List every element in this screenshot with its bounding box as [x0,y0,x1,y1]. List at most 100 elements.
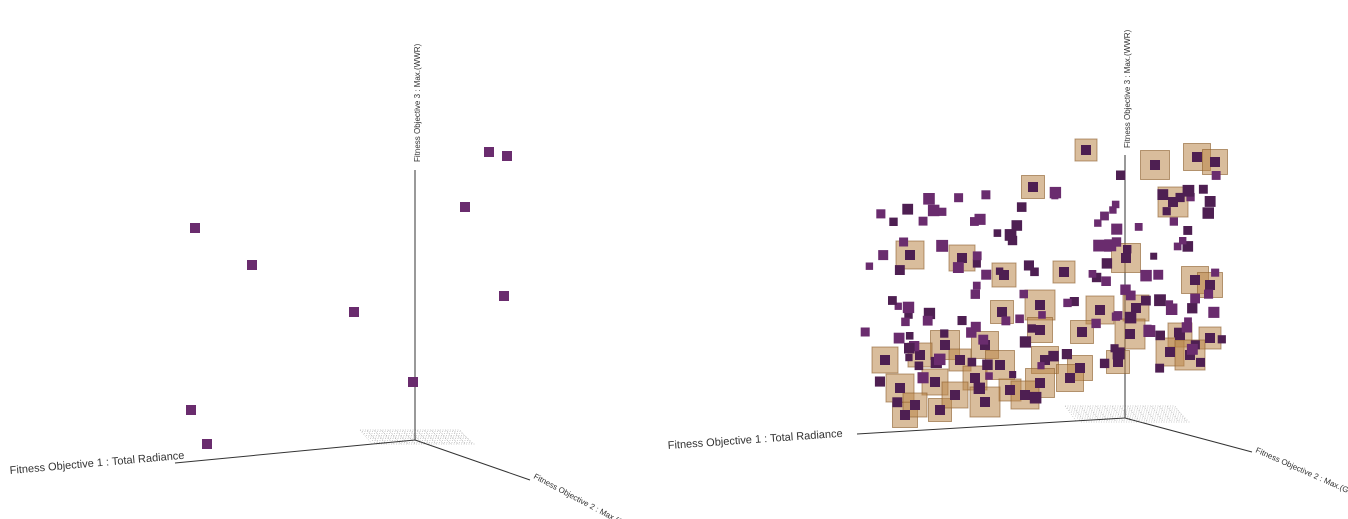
data-point [1019,336,1032,348]
data-point [1028,182,1038,192]
data-point [1015,314,1024,324]
right-y-axis-label: Fitness Objective 2 : Max.(GFA) [1254,446,1348,500]
data-point [902,301,915,314]
left-grid-line [359,429,373,445]
pareto-box [991,262,1017,288]
data-point [1095,305,1105,315]
right-grid-line [1104,405,1117,423]
data-point [1040,355,1050,365]
data-point [970,321,981,332]
data-point [950,390,960,400]
left-grid-line [452,429,466,445]
data-point [1205,280,1215,290]
data-point [1020,390,1030,400]
data-point [973,382,985,394]
right-grid-line [1143,405,1156,423]
data-point [1134,223,1143,231]
data-point [927,204,940,217]
data-point [1174,327,1184,338]
data-point [1111,223,1123,235]
data-point [1125,290,1136,301]
data-point [502,151,512,161]
data-point [910,400,920,410]
right-grid-line [1166,405,1180,423]
data-point [1051,192,1059,200]
data-point [995,267,1004,275]
data-point [1173,242,1182,251]
data-point [993,229,1002,237]
right-grid-line [1111,405,1125,423]
data-point [957,316,967,326]
data-point [1181,322,1192,333]
data-point [1091,318,1101,329]
data-point [901,317,910,327]
data-point [880,355,890,365]
data-point [1141,295,1151,306]
data-point [1204,196,1216,207]
right-pareto-boxes [871,138,1228,428]
data-point [895,383,905,393]
data-point [923,307,936,320]
pareto-box [871,346,899,374]
right-x-axis-label: Fitness Objective 1 : Total Radiance [667,428,843,452]
data-point [1061,349,1072,360]
data-point [1210,157,1220,167]
data-point [1029,391,1042,404]
left-grid-line [459,429,473,445]
data-point [900,410,910,420]
data-point [930,377,940,387]
data-point [1153,269,1164,280]
data-point [1190,275,1200,285]
data-point [1038,311,1046,319]
data-point [967,357,977,367]
data-point [1004,229,1017,241]
data-point [972,281,981,290]
data-point [899,237,909,247]
data-point [460,202,470,212]
data-point [936,239,949,252]
left-z-axis-label: Fitness Objective 3 : Max.(WWR) [413,43,422,162]
data-point [1211,171,1221,180]
data-point [999,270,1009,280]
left-points [186,147,512,449]
data-point [1075,363,1085,373]
data-point [995,360,1005,370]
data-point [1140,269,1152,282]
right-floor-grid [1064,405,1191,423]
data-point [1175,192,1185,203]
data-point [1081,145,1091,155]
data-point [876,209,886,219]
data-point [982,359,993,370]
data-point [889,217,898,226]
data-point [1101,276,1111,286]
right-grid-line [1119,405,1133,423]
data-point [1185,350,1195,360]
data-point [923,193,935,205]
data-point [408,377,418,387]
data-point [1168,197,1178,207]
left-3d-scatter: Fitness Objective 1 : Total Radiance Fit… [9,43,636,519]
data-point [1059,267,1069,277]
data-point [1125,329,1135,339]
data-point [1077,327,1087,337]
data-point [985,372,993,380]
data-point [1165,303,1178,315]
data-point [1186,193,1195,202]
right-grid-line [1127,405,1141,423]
data-point [922,315,933,326]
data-point [1111,200,1120,209]
data-point [980,340,990,350]
data-point [186,405,196,415]
data-point [1094,219,1102,227]
left-grid-line [438,429,451,445]
right-points [860,145,1226,420]
data-point [1183,226,1193,235]
data-point [1110,344,1119,353]
data-point [1169,217,1178,226]
data-point [1155,330,1165,341]
right-y-axis-line [1124,417,1253,453]
data-point [1001,316,1011,326]
data-point [972,251,982,261]
data-point [878,250,889,261]
